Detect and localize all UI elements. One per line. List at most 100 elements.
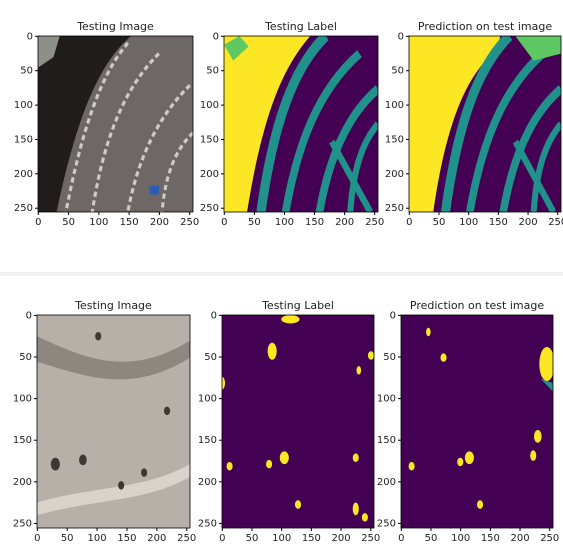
y-tick-label: 200: [200, 169, 219, 180]
image-panel: [38, 36, 193, 212]
x-tick-label: 250: [180, 217, 199, 228]
segment-blob: [357, 366, 362, 375]
x-tick-label: 50: [425, 533, 438, 544]
y-tick-label: 250: [200, 203, 219, 214]
x-tick-label: 0: [219, 533, 225, 544]
segment-blob: [465, 451, 474, 464]
pool: [150, 186, 159, 195]
y-tick-label: 0: [26, 310, 32, 321]
segment-blob: [457, 458, 463, 467]
image-panel: [37, 315, 190, 528]
y-tick-label: 200: [13, 477, 32, 488]
segment-blob: [353, 453, 359, 462]
figure: Testing Image050100150200250050100150200…: [0, 0, 563, 547]
y-tick-label: 200: [385, 169, 404, 180]
y-tick-label: 0: [211, 310, 217, 321]
segment-blob: [409, 462, 415, 471]
x-tick-label: 50: [62, 217, 75, 228]
y-tick-label: 50: [19, 352, 32, 363]
class-background: [401, 315, 553, 528]
segment-blob: [268, 343, 277, 360]
segment-blob: [534, 430, 542, 443]
x-tick-label: 50: [246, 533, 259, 544]
y-tick-label: 150: [13, 435, 32, 446]
x-tick-label: 200: [332, 533, 351, 544]
x-tick-label: 200: [147, 533, 166, 544]
y-tick-label: 100: [14, 100, 33, 111]
x-tick-label: 200: [511, 533, 530, 544]
x-tick-label: 150: [117, 533, 136, 544]
segment-blob: [368, 351, 374, 360]
y-tick-label: 50: [20, 66, 33, 77]
segment-blob: [441, 353, 447, 362]
x-tick-label: 50: [433, 217, 446, 228]
y-tick-label: 150: [385, 134, 404, 145]
y-tick-label: 50: [206, 66, 219, 77]
y-tick-label: 100: [200, 100, 219, 111]
y-tick-label: 250: [198, 518, 217, 529]
shrub: [164, 407, 170, 416]
x-tick-label: 0: [398, 533, 404, 544]
segment-blob: [362, 513, 368, 522]
x-tick-label: 0: [406, 217, 412, 228]
x-tick-label: 250: [365, 217, 384, 228]
x-tick-label: 0: [221, 217, 227, 228]
y-tick-label: 50: [391, 66, 404, 77]
y-tick-label: 200: [377, 477, 396, 488]
shrub: [51, 458, 60, 471]
y-tick-label: 50: [204, 352, 217, 363]
x-tick-label: 250: [548, 217, 563, 228]
y-tick-label: 200: [198, 477, 217, 488]
x-tick-label: 150: [302, 533, 321, 544]
y-tick-label: 250: [385, 203, 404, 214]
shrub: [95, 332, 101, 341]
panel-title: Testing Image: [76, 20, 154, 33]
image-panel: [401, 315, 555, 528]
segment-blob: [530, 450, 536, 461]
panel-title: Prediction on test image: [410, 299, 544, 312]
x-tick-label: 200: [335, 217, 354, 228]
x-tick-label: 200: [519, 217, 538, 228]
image-panel: [224, 36, 378, 212]
x-tick-label: 250: [361, 533, 380, 544]
y-tick-label: 250: [14, 203, 33, 214]
shrub: [141, 468, 147, 477]
x-tick-label: 50: [61, 533, 74, 544]
shrub: [79, 455, 87, 466]
y-tick-label: 200: [14, 169, 33, 180]
segment-blob: [353, 502, 359, 515]
y-tick-label: 0: [27, 31, 33, 42]
y-tick-label: 150: [198, 435, 217, 446]
y-tick-label: 100: [377, 394, 396, 405]
segment-blob: [477, 500, 483, 509]
x-tick-label: 200: [150, 217, 169, 228]
y-tick-label: 0: [390, 310, 396, 321]
x-tick-label: 100: [275, 217, 294, 228]
x-tick-label: 150: [305, 217, 324, 228]
x-tick-label: 50: [248, 217, 261, 228]
y-tick-label: 250: [377, 518, 396, 529]
segment-blob: [281, 315, 299, 324]
segment-blob: [426, 328, 431, 337]
x-tick-label: 250: [540, 533, 559, 544]
y-tick-label: 100: [13, 394, 32, 405]
x-tick-label: 250: [177, 533, 196, 544]
image-panel: [409, 36, 561, 212]
class-background: [222, 315, 374, 528]
x-tick-label: 150: [120, 217, 139, 228]
y-tick-label: 250: [13, 518, 32, 529]
x-tick-label: 100: [272, 533, 291, 544]
x-tick-label: 150: [489, 217, 508, 228]
segment-blob: [280, 451, 289, 464]
panel-title: Testing Label: [261, 299, 334, 312]
y-tick-label: 0: [398, 31, 404, 42]
x-tick-label: 150: [481, 533, 500, 544]
y-tick-label: 100: [198, 394, 217, 405]
x-tick-label: 0: [34, 533, 40, 544]
y-tick-label: 0: [213, 31, 219, 42]
image-panel: [219, 315, 374, 528]
segment-blob: [266, 460, 272, 469]
y-tick-label: 150: [14, 134, 33, 145]
y-tick-label: 50: [383, 352, 396, 363]
y-tick-label: 100: [385, 100, 404, 111]
